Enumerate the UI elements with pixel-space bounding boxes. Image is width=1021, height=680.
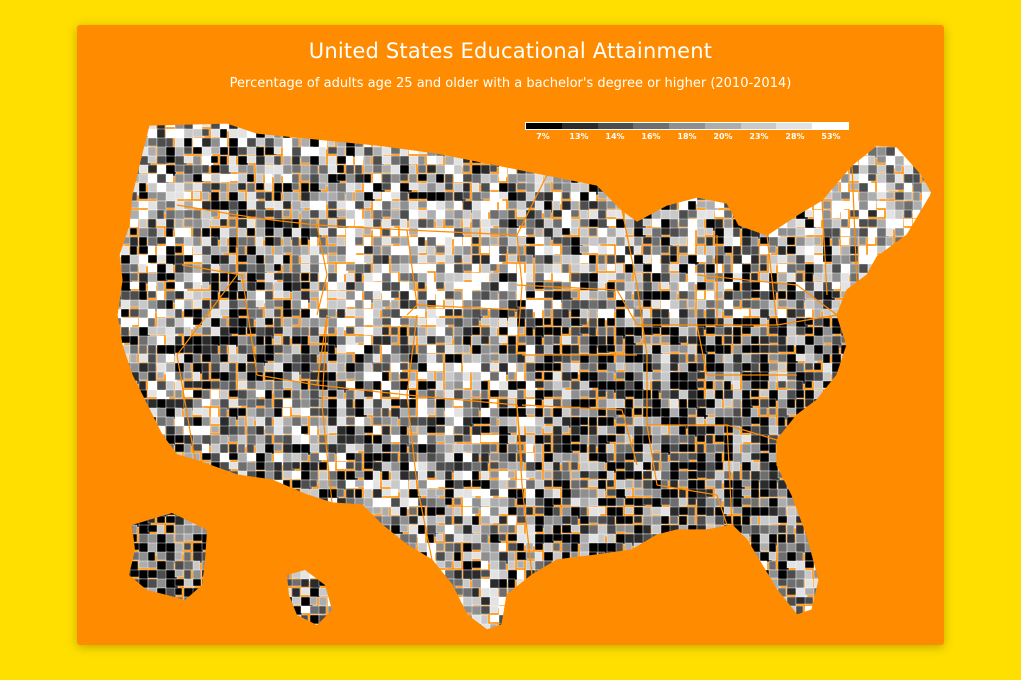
legend-swatch [812, 123, 849, 129]
legend-label: 7% [536, 132, 550, 141]
legend-swatch [740, 123, 777, 129]
legend-swatches [525, 122, 849, 130]
legend-swatch [633, 123, 670, 129]
legend-swatch [704, 123, 741, 129]
legend-label: 13% [569, 132, 589, 141]
legend-swatch [776, 123, 813, 129]
county-cells [117, 123, 932, 630]
legend-label: 16% [641, 132, 661, 141]
map-subtitle: Percentage of adults age 25 and older wi… [229, 76, 792, 91]
map-card: United States Educational Attainment Per… [77, 25, 944, 645]
choropleth-map[interactable] [77, 25, 944, 645]
legend-labels: 7% 13% 14% 16% 18% 20% 23% 28% 53% [525, 132, 849, 141]
legend-swatch [669, 123, 705, 129]
legend-swatch [526, 123, 562, 129]
legend-label: 28% [785, 132, 805, 141]
legend-label: 53% [821, 132, 841, 141]
legend-label: 18% [677, 132, 697, 141]
legend-label: 14% [605, 132, 625, 141]
state-boundaries [116, 122, 933, 631]
legend: 7% 13% 14% 16% 18% 20% 23% 28% 53% [525, 122, 849, 146]
map-title: United States Educational Attainment [308, 39, 713, 63]
legend-swatch [561, 123, 598, 129]
legend-swatch [597, 123, 634, 129]
legend-label: 20% [713, 132, 733, 141]
legend-label: 23% [749, 132, 769, 141]
